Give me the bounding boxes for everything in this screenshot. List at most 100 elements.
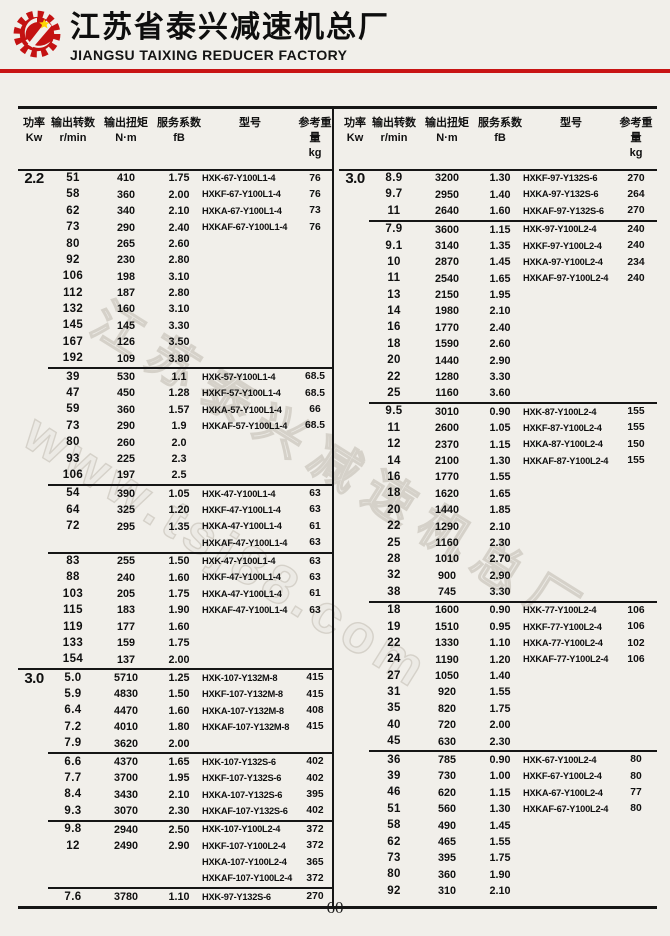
service-factor-cell: 0.90 [489,405,511,418]
model-cell: HXKAF-107-Y100L2-4 [202,873,293,884]
section-divider [48,819,332,822]
speed-cell: 103 [62,587,84,600]
table-row: 92 310 2.10 [339,883,657,899]
service-factor-cell: 2.40 [489,321,511,334]
speed-cell: 27 [387,669,401,682]
speed-cell: 73 [66,221,80,234]
table-row: 45 630 2.30 [339,734,657,750]
table-row: 18 1600 0.90 HXK-77-Y100L2-4 106 [339,603,657,619]
speed-cell: 36 [387,753,401,766]
service-factor-cell: 1.55 [489,686,511,699]
service-factor-cell: 1.10 [489,637,511,650]
table-row: 59 360 1.57 HXKA-57-Y100L1-4 66 [18,402,332,418]
table-row: 27 1050 1.40 [339,668,657,684]
model-cell: HXK-67-Y100L1-4 [202,173,276,184]
model-cell: HXK-77-Y100L2-4 [523,605,597,616]
model-cell: HXKAF-67-Y100L1-4 [202,222,288,233]
speed-cell: 6.6 [64,755,82,768]
table-row: 12 2370 1.15 HXKA-87-Y100L2-4 150 [339,437,657,453]
table-row: 10 2870 1.45 HXKA-97-Y100L2-4 234 [339,254,657,270]
service-factor-cell: 3.30 [168,319,190,332]
table-row: 73 290 1.9 HXKAF-57-Y100L1-4 68.5 [18,418,332,434]
service-factor-cell: 2.10 [489,885,511,898]
section-divider [369,219,657,222]
service-factor-cell: 1.75 [168,172,190,185]
speed-cell: 7.7 [64,772,82,785]
table-row: 62 340 2.10 HXKA-67-Y100L1-4 73 [18,203,332,219]
weight-cell: 372 [306,823,324,835]
model-cell: HXKF-67-Y100L1-4 [202,189,281,200]
table-row: HXKAF-107-Y100L2-4 372 [18,871,332,887]
model-cell: HXKF-107-Y100L2-4 [202,840,286,851]
table-row: 6.6 4370 1.65 HXK-107-Y132S-6 402 [18,754,332,770]
weight-cell: 80 [630,803,642,815]
table-row: 46 620 1.15 HXKA-67-Y100L2-4 77 [339,785,657,801]
service-factor-cell: 1.65 [489,272,511,285]
service-factor-cell: 1.60 [168,571,190,584]
model-cell: HXKF-97-Y100L2-4 [523,240,602,251]
weight-cell: 395 [306,789,324,801]
service-factor-cell: 2.50 [168,823,190,836]
service-factor-cell: 2.60 [168,237,190,250]
model-cell: HXKF-107-Y132S-6 [202,773,282,784]
service-factor-cell: 3.50 [168,336,190,349]
service-factor-cell: 2.80 [168,254,190,267]
weight-cell: 372 [306,840,324,852]
speed-cell: 16 [387,321,401,334]
section-divider [48,551,332,554]
service-factor-cell: 1.50 [168,555,190,568]
torque-cell: 4010 [113,721,139,734]
service-factor-cell: 1.75 [168,588,190,601]
red-divider [0,69,670,73]
service-factor-cell: 1.55 [489,471,511,484]
speed-cell: 24 [387,653,401,666]
torque-cell: 3700 [113,772,139,785]
torque-cell: 1330 [434,637,460,650]
section-divider [48,483,332,486]
service-factor-cell: 1.80 [168,721,190,734]
model-cell: HXKF-47-Y100L1-4 [202,572,281,583]
torque-cell: 177 [116,620,135,633]
torque-cell: 465 [437,835,456,848]
table-row: 64 325 1.20 HXKF-47-Y100L1-4 63 [18,502,332,518]
weight-cell: 270 [627,205,645,217]
model-cell: HXK-47-Y100L1-4 [202,556,276,567]
speed-cell: 5.9 [64,688,82,701]
torque-cell: 1440 [434,354,460,367]
company-name-en: JIANGSU TAIXING REDUCER FACTORY [70,47,348,63]
service-factor-cell: 1.28 [168,387,190,400]
table-row: 20 1440 1.85 [339,502,657,518]
torque-cell: 3010 [434,405,460,418]
model-cell: HXK-107-Y100L2-4 [202,824,281,835]
model-cell: HXK-67-Y100L2-4 [523,754,597,765]
torque-cell: 620 [437,786,456,799]
torque-cell: 3070 [113,805,139,818]
speed-cell: 39 [387,770,401,783]
model-cell: HXKA-67-Y100L2-4 [523,787,603,798]
service-factor-cell: 2.0 [171,436,187,449]
speed-cell: 22 [387,370,401,383]
weight-cell: 402 [306,772,324,784]
table-row: 35 820 1.75 [339,701,657,717]
weight-cell: 408 [306,705,324,717]
table-row: 8.4 3430 2.10 HXKA-107-Y132S-6 395 [18,787,332,803]
model-cell: HXKA-97-Y132S-6 [523,189,599,200]
torque-cell: 1050 [434,670,460,683]
torque-cell: 205 [116,588,135,601]
speed-cell: 119 [63,620,83,633]
table-row: 145 145 3.30 [18,318,332,334]
torque-cell: 530 [116,371,135,384]
column-header-weight: 参考重量 kg [298,117,332,159]
torque-cell: 1280 [434,371,460,384]
model-cell: HXK-107-Y132M-8 [202,672,278,683]
torque-cell: 1770 [434,471,460,484]
service-factor-cell: 1.60 [168,704,190,717]
torque-cell: 1190 [435,653,459,666]
model-cell: HXKAF-47-Y100L1-4 [202,605,288,616]
weight-cell: 240 [627,272,645,284]
service-factor-cell: 1.05 [489,422,511,435]
torque-cell: 2950 [434,188,460,201]
torque-cell: 1440 [434,504,460,517]
model-cell: HXKA-47-Y100L1-4 [202,521,282,532]
table-row: 119 177 1.60 [18,619,332,635]
